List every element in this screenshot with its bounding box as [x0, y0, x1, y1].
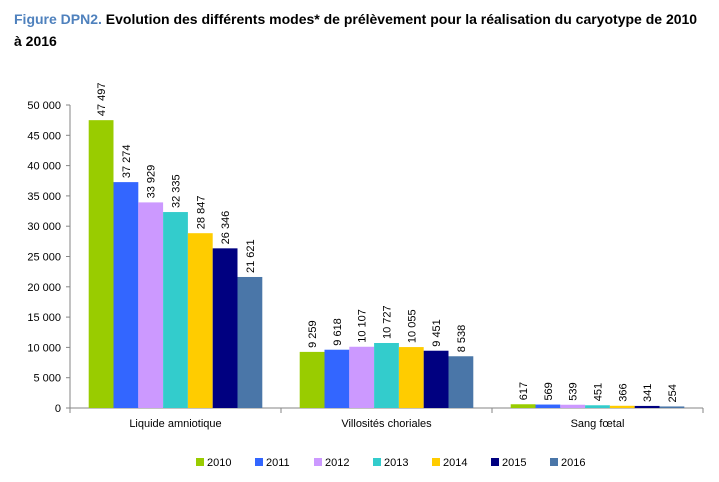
- bar: [349, 346, 375, 408]
- bar: [448, 356, 474, 408]
- figure-title: Evolution des différents modes* de prélè…: [14, 11, 698, 49]
- data-label: 28 847: [195, 196, 207, 230]
- data-label: 10 727: [382, 305, 394, 339]
- bar: [398, 347, 424, 408]
- y-tick-label: 40 000: [27, 161, 61, 173]
- legend-swatch: [314, 458, 322, 466]
- bar: [535, 404, 561, 408]
- legend-swatch: [196, 458, 204, 466]
- data-label: 569: [543, 382, 555, 400]
- bar: [88, 120, 114, 408]
- bar: [585, 405, 610, 408]
- data-label: 32 335: [171, 174, 183, 208]
- data-label: 451: [593, 383, 605, 401]
- bar: [374, 342, 399, 408]
- legend-label: 2014: [443, 457, 467, 469]
- bar: [659, 406, 685, 408]
- data-label: 37 274: [121, 144, 133, 178]
- bar: [299, 351, 325, 408]
- legend-swatch: [255, 458, 263, 466]
- y-tick-label: 20 000: [27, 282, 61, 294]
- y-tick-label: 45 000: [27, 130, 61, 142]
- y-tick-label: 10 000: [27, 342, 61, 354]
- data-label: 10 055: [406, 309, 418, 343]
- legend-swatch: [550, 458, 558, 466]
- bar: [423, 350, 449, 408]
- data-label: 21 621: [245, 239, 257, 273]
- data-label: 617: [518, 382, 530, 400]
- data-label: 10 107: [357, 309, 369, 343]
- x-tick-label: Sang fœtal: [571, 418, 625, 430]
- bar: [324, 349, 350, 408]
- bar: [609, 405, 635, 408]
- y-tick-label: 25 000: [27, 252, 61, 264]
- bar: [113, 182, 139, 408]
- y-tick-label: 15 000: [27, 312, 61, 324]
- bar: [187, 233, 213, 408]
- bar: [510, 404, 536, 408]
- legend-label: 2013: [384, 457, 408, 469]
- bar: [237, 276, 263, 408]
- legend-swatch: [491, 458, 499, 466]
- data-label: 9 451: [431, 319, 443, 347]
- data-label: 341: [642, 384, 654, 402]
- bar: [138, 202, 164, 408]
- y-tick-label: 5 000: [33, 373, 61, 385]
- chart-title: Figure DPN2. Evolution des différents mo…: [14, 8, 704, 52]
- legend-swatch: [432, 458, 440, 466]
- x-tick-label: Liquide amniotique: [129, 418, 221, 430]
- legend-label: 2011: [266, 457, 290, 469]
- figure-number: Figure DPN2.: [14, 11, 102, 27]
- x-tick-label: Villosités choriales: [341, 418, 432, 430]
- data-label: 33 929: [146, 165, 158, 199]
- legend-label: 2015: [502, 457, 526, 469]
- data-label: 8 538: [456, 325, 468, 353]
- data-label: 539: [568, 382, 580, 400]
- data-label: 366: [617, 383, 629, 401]
- y-tick-label: 35 000: [27, 191, 61, 203]
- bar: [634, 405, 660, 408]
- data-label: 26 346: [220, 211, 232, 245]
- data-label: 254: [667, 384, 679, 402]
- legend-swatch: [373, 458, 381, 466]
- data-label: 9 259: [307, 320, 319, 348]
- y-tick-label: 0: [55, 403, 61, 415]
- y-tick-label: 30 000: [27, 221, 61, 233]
- data-label: 47 497: [96, 83, 108, 117]
- bar: [163, 212, 188, 408]
- legend-label: 2016: [561, 457, 585, 469]
- bar: [212, 248, 238, 408]
- legend-label: 2012: [325, 457, 349, 469]
- bar: [560, 404, 586, 408]
- y-tick-label: 50 000: [27, 100, 61, 112]
- legend-label: 2010: [207, 457, 231, 469]
- data-label: 9 618: [332, 318, 344, 346]
